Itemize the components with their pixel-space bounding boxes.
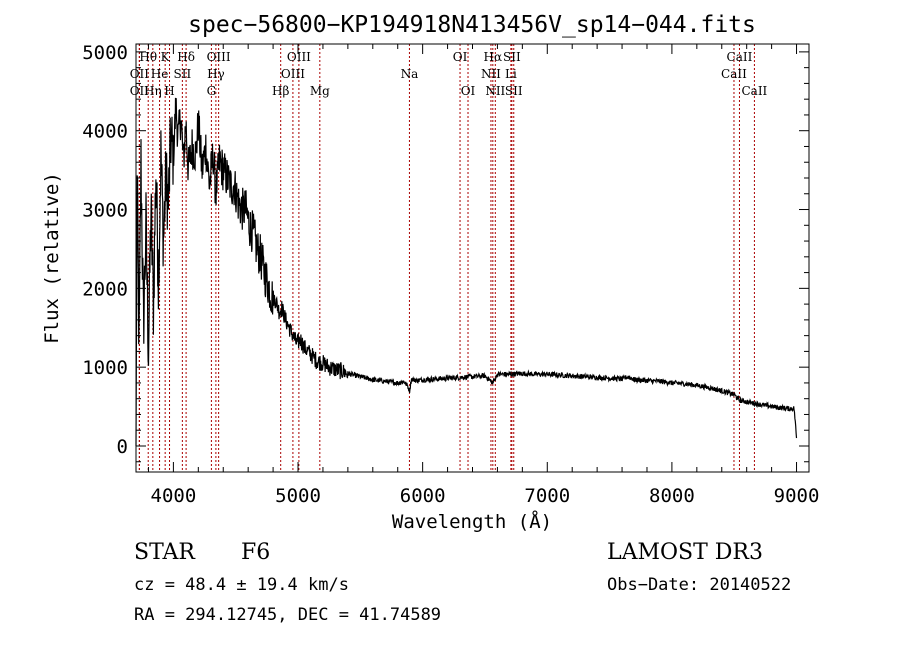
spectral-line-label: Mg xyxy=(310,84,330,98)
spectral-lines-layer xyxy=(138,44,755,472)
y-tick-label: 2000 xyxy=(82,278,128,300)
spectral-line-label: NII xyxy=(481,67,501,81)
spectral-line-labels: OIIOIIHθHηHeKHSIIHδGHγOIIIHβOIIIOIIIMgNa… xyxy=(130,50,768,98)
ra-dec-coordinates: RA = 294.12745, DEC = 41.74589 xyxy=(134,605,441,625)
y-axis-label: Flux (relative) xyxy=(41,172,63,344)
spectral-line-label: Hβ xyxy=(272,84,289,98)
spectral-line-label: Hγ xyxy=(207,67,225,81)
spectral-line-label: NII xyxy=(485,84,505,98)
spectral-line-label: CaII xyxy=(721,67,747,81)
spectral-line-label: H xyxy=(164,84,174,98)
spectral-line-label: SII xyxy=(503,50,521,64)
y-tick-label: 4000 xyxy=(82,121,128,143)
spectral-line-label: G xyxy=(207,84,217,98)
object-subclass: F6 xyxy=(241,540,270,565)
spectral-line-label: OIII xyxy=(281,67,305,81)
spectral-line-label: CaII xyxy=(727,50,753,64)
spectral-line-label: K xyxy=(161,50,171,64)
survey-name: LAMOST DR3 xyxy=(607,540,763,565)
flux-series-line xyxy=(135,97,798,447)
x-tick-label: 5000 xyxy=(275,485,321,507)
spectral-line-label: SII xyxy=(174,67,192,81)
spectral-line-label: Li xyxy=(505,67,517,81)
x-axis-label: Wavelength (Å) xyxy=(392,510,552,533)
spectral-line-label: Hδ xyxy=(177,50,195,64)
spectral-line-label: CaII xyxy=(741,84,767,98)
spectral-line-label: OI xyxy=(453,50,468,64)
y-axis: 0 1000 2000 3000 4000 5000 xyxy=(82,42,809,463)
plot-frame xyxy=(135,43,810,473)
object-class: STAR xyxy=(134,540,196,565)
redshift-velocity: cz = 48.4 ± 19.4 km/s xyxy=(134,575,349,595)
spectral-line-label: OI xyxy=(461,84,476,98)
y-tick-label: 5000 xyxy=(82,42,128,64)
spectral-line-label: OII xyxy=(130,67,150,81)
spectral-line-label: Hη xyxy=(144,84,162,98)
observation-date: Obs−Date: 20140522 xyxy=(607,575,791,595)
x-tick-label: 7000 xyxy=(524,485,570,507)
x-axis: 4000 5000 6000 7000 8000 9000 xyxy=(147,44,820,507)
chart-title: spec−56800−KP194918N413456V_sp14−044.fit… xyxy=(188,12,756,38)
spectral-line-label: SII xyxy=(505,84,523,98)
spectral-line-label: He xyxy=(151,67,169,81)
spectral-line-label: Na xyxy=(401,67,419,81)
spectral-line-label: OIII xyxy=(287,50,311,64)
x-tick-label: 4000 xyxy=(151,485,197,507)
x-tick-label: 6000 xyxy=(400,485,446,507)
spectral-line-label: OIII xyxy=(207,50,231,64)
y-tick-label: 1000 xyxy=(82,357,128,379)
spectral-line-label: OII xyxy=(130,84,150,98)
x-tick-label: 9000 xyxy=(774,485,820,507)
y-tick-label: 0 xyxy=(117,436,128,458)
spectral-line-label: Hα xyxy=(484,50,503,64)
x-tick-label: 8000 xyxy=(649,485,695,507)
y-tick-label: 3000 xyxy=(82,200,128,222)
spectral-line-label: Hθ xyxy=(139,50,157,64)
